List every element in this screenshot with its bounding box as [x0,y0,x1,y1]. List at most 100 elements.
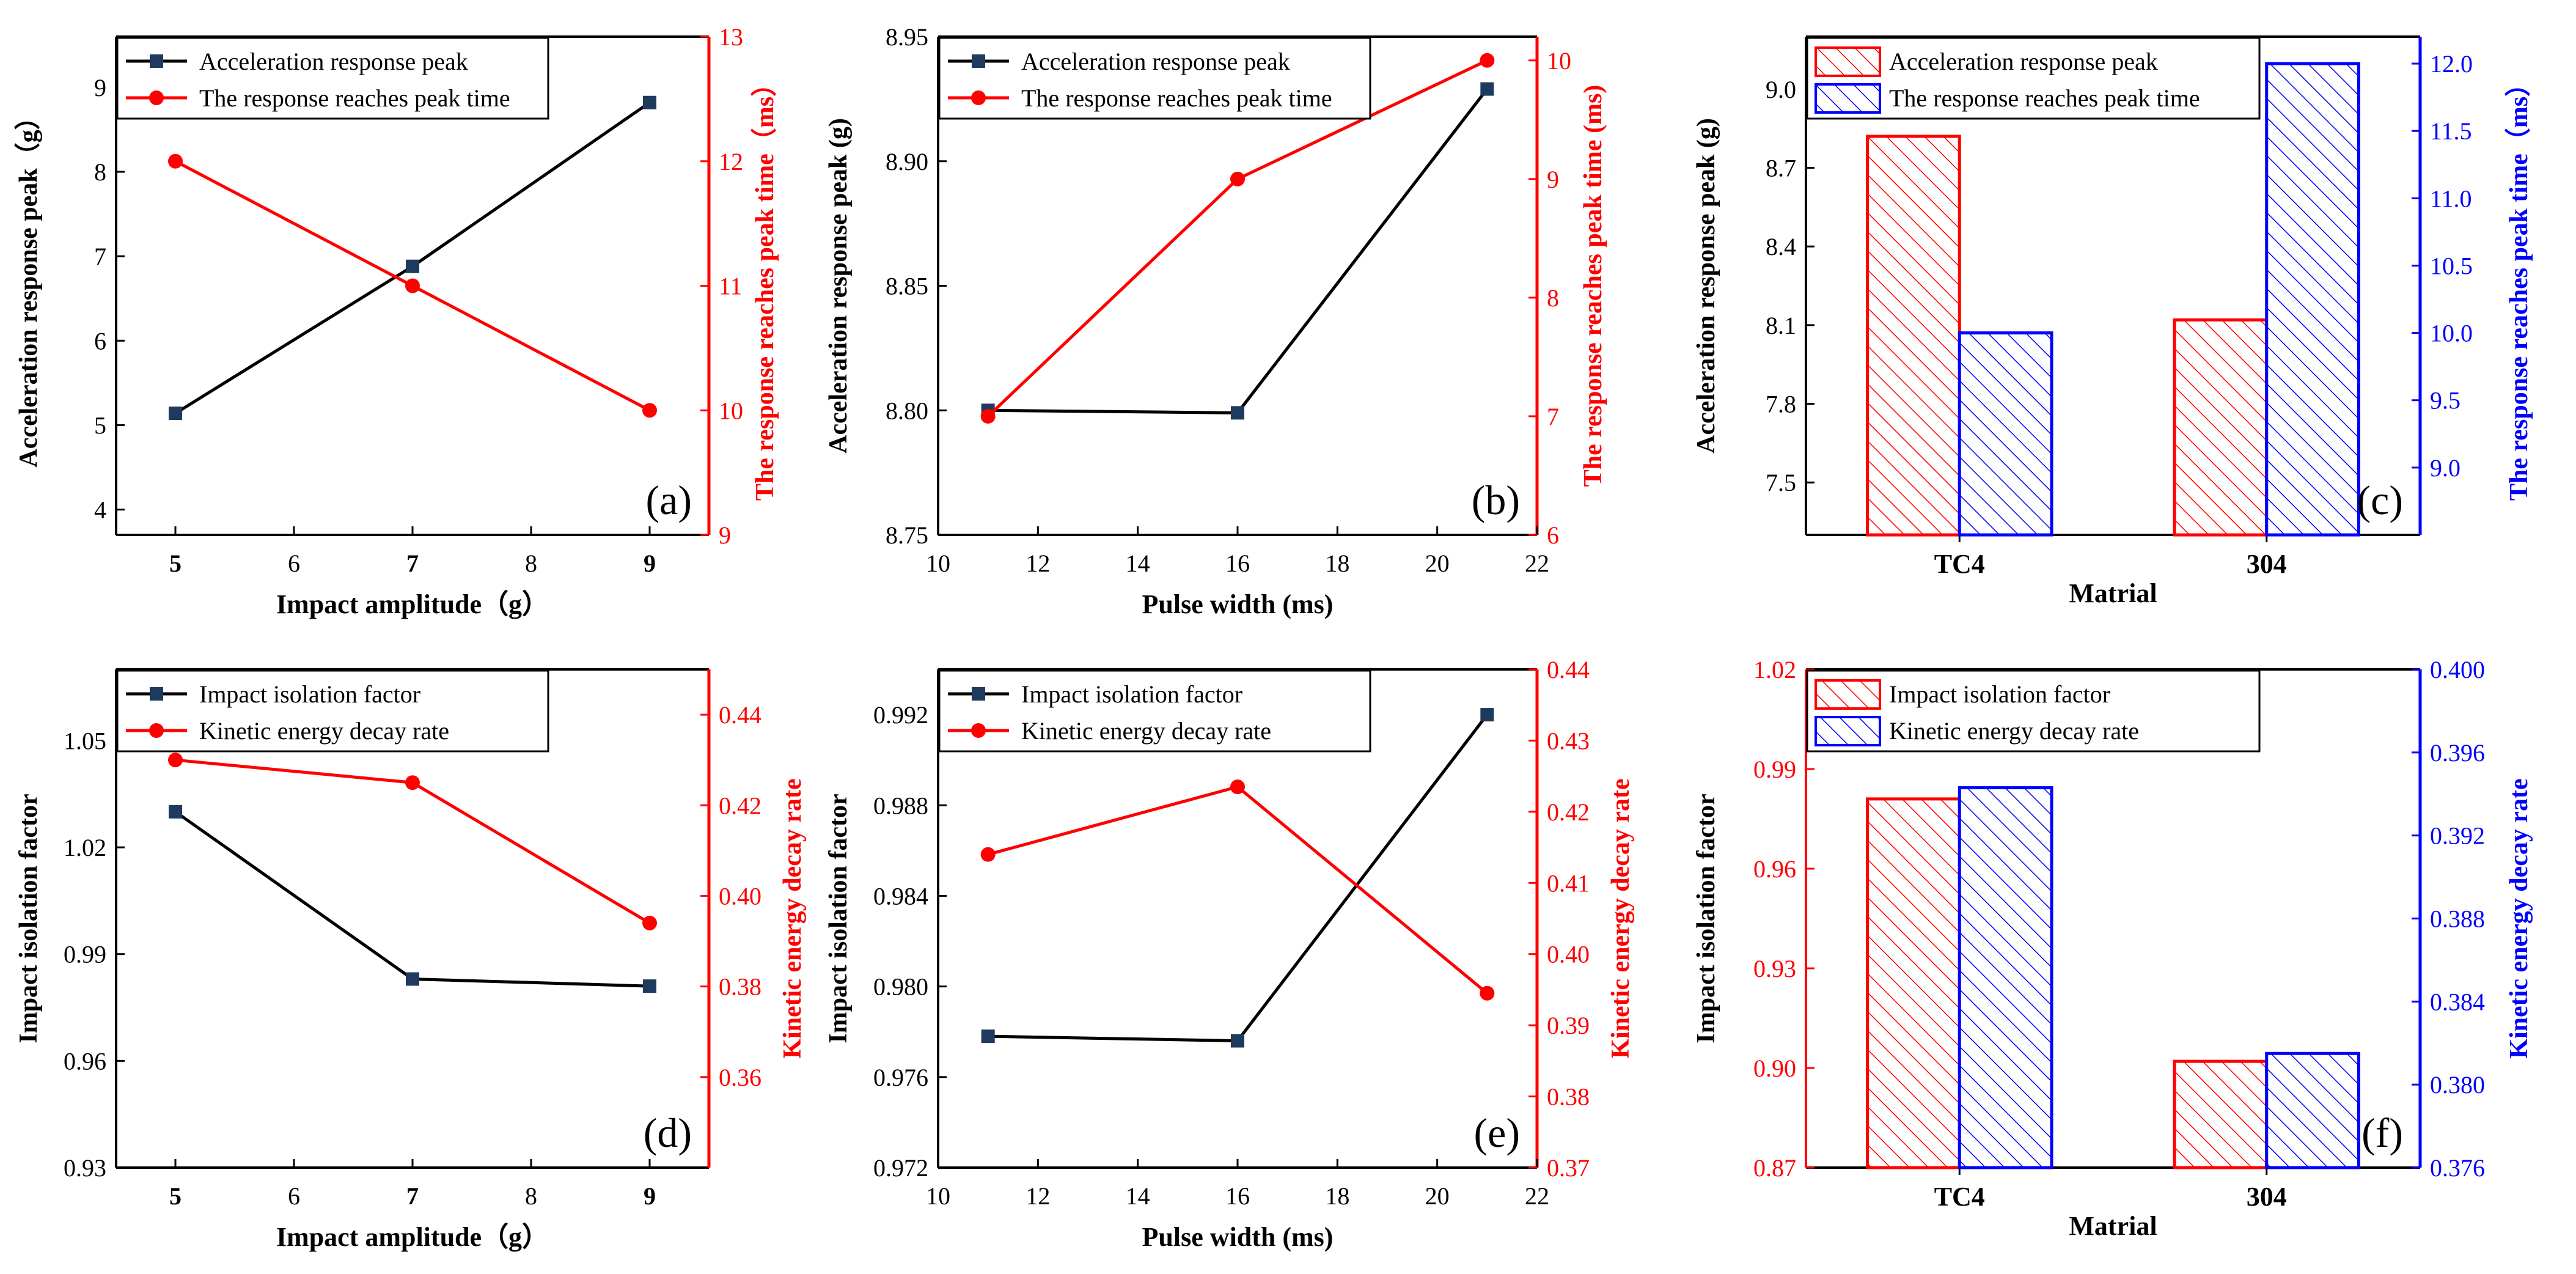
right-tick-label: 9.0 [2430,454,2460,482]
left-axis-title: Impact isolation factor [15,793,43,1043]
right-tick-label: 0.392 [2430,822,2485,850]
left-tick-label: 0.87 [1753,1154,1796,1182]
data-point-square [1231,406,1244,420]
right-tick-label: 9 [719,521,731,549]
left-tick-label: 0.980 [873,973,928,1001]
right-axis-title: Kinetic energy decay rate [779,778,807,1058]
x-tick-label: 10 [926,550,950,577]
right-tick-label: 0.38 [719,973,761,1001]
left-tick-label: 0.99 [64,941,106,968]
left-tick-label: 7 [94,243,106,270]
right-axis-title: Kinetic energy decay rate [1607,778,1635,1058]
series-line-1 [174,810,650,988]
legend-label: The response reaches peak time [1021,84,1332,112]
left-tick-label: 7.8 [1766,391,1796,418]
right-tick-label: 0.44 [1547,656,1590,683]
legend-label: Kinetic energy decay rate [1021,717,1271,745]
data-point-circle [1230,779,1245,795]
left-tick-label: 0.988 [873,792,928,819]
x-tick-label: 18 [1325,550,1349,577]
category-label: 304 [2247,549,2287,579]
data-point-circle [642,403,657,418]
legend-box [1806,669,2261,753]
x-tick-label: 6 [288,1182,300,1210]
x-axis-title: Matrial [2069,1211,2157,1241]
series-line-1 [988,88,1489,414]
left-axis-title: Acceleration response peak (g) [1692,118,1720,454]
series-line-2 [988,785,1488,995]
x-axis-title: Pulse width (ms) [1142,589,1334,619]
x-tick-label: 16 [1225,1182,1250,1210]
legend-marker-circle [971,90,986,105]
left-tick-label: 0.984 [873,882,928,910]
left-tick-label: 0.99 [1753,756,1796,783]
data-point-circle [1480,53,1495,68]
legend-box [1806,37,2261,120]
legend-marker-square [150,687,163,701]
right-axis-title: The response reaches peak time (ms) [1579,85,1607,487]
right-tick-label: 0.42 [1547,798,1590,826]
panel-5: 10 12 14 16 18 20 22 Pulse width (ms) 0.972 0.976… [824,656,1635,1252]
left-tick-label: 8.1 [1766,312,1796,339]
right-tick-label: 0.40 [1547,941,1590,968]
right-tick-label: 0.39 [1547,1012,1590,1039]
data-point-circle [405,775,420,790]
right-tick-label: 0.400 [2430,656,2485,683]
legend-swatch [1815,716,1881,746]
right-tick-label: 10.5 [2430,252,2473,279]
bar-TC4-series-1 [1866,797,1961,1169]
legend-label: Acceleration response peak [1889,48,2158,75]
series-line-1 [988,713,1489,1043]
right-tick-label: 7 [1547,403,1559,430]
bar-TC4-series-2 [1958,786,2053,1169]
legend-label: Impact isolation factor [199,680,420,708]
left-tick-label: 8.95 [886,23,928,51]
x-tick-label: 22 [1525,1182,1549,1210]
legend: Impact isolation factor Kinetic energy de… [1806,669,2261,753]
right-tick-label: 11.0 [2430,185,2472,212]
left-tick-label: 1.05 [64,727,106,754]
left-tick-label: 8.85 [886,273,928,300]
right-tick-label: 10 [1547,47,1571,75]
panel-label: (b) [1472,477,1520,523]
legend-marker-circle [971,723,986,738]
legend-label: Kinetic energy decay rate [199,717,449,745]
left-tick-label: 5 [94,411,106,439]
panel-1: 5 6 7 8 9 Impact amplitude（g） 4 5 6 7 8 9 Accelerati… [14,23,779,619]
left-tick-label: 8.4 [1766,233,1796,260]
left-tick-label: 4 [94,496,106,524]
left-tick-label: 8.80 [886,397,928,424]
right-tick-label: 11.5 [2430,117,2472,145]
right-tick-label: 0.37 [1547,1154,1590,1182]
right-tick-label: 9 [1547,166,1559,193]
left-tick-label: 9 [94,74,106,101]
panel-6: TC4 304 Matrial 0.87 0.90 0.93 0.96 0.99 1.02 Imp… [1692,656,2533,1241]
legend-swatch [1815,83,1881,114]
x-axis-title: Impact amplitude（g） [276,1222,549,1252]
left-axis-title: Acceleration response peak (g) [824,118,853,454]
x-tick-label: 9 [644,1182,656,1210]
data-point-square [643,95,656,109]
legend: Impact isolation factor Kinetic energy de… [116,669,549,753]
legend-marker-square [150,54,163,68]
bar-304-series-2 [2265,62,2360,537]
x-tick-label: 22 [1525,550,1549,577]
x-tick-label: 8 [525,550,537,577]
right-tick-label: 0.380 [2430,1071,2485,1099]
x-tick-label: 14 [1126,1182,1150,1210]
right-tick-label: 0.38 [1547,1083,1590,1111]
data-point-circle [168,153,183,169]
legend-swatch [1815,679,1881,710]
legend: Acceleration response peak The response r… [1806,37,2261,120]
left-tick-label: 1.02 [64,834,106,861]
left-tick-label: 0.96 [64,1047,106,1075]
x-tick-label: 7 [406,550,419,577]
right-axis-title: The response reaches peak time（ms） [750,71,779,501]
left-axis-title: Acceleration response peak（g） [14,104,43,467]
left-tick-label: 0.96 [1753,855,1796,883]
right-tick-label: 6 [1547,521,1559,549]
left-tick-label: 9.0 [1766,76,1796,103]
left-tick-label: 0.992 [873,701,928,729]
x-tick-label: 14 [1126,550,1150,577]
